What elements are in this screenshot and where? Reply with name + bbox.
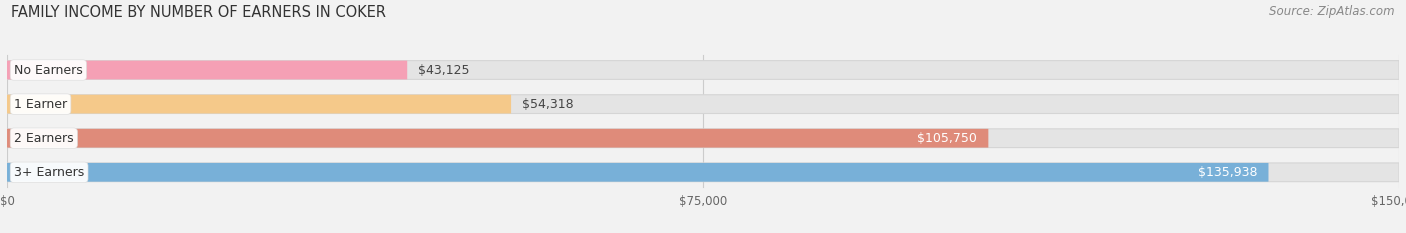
- Text: FAMILY INCOME BY NUMBER OF EARNERS IN COKER: FAMILY INCOME BY NUMBER OF EARNERS IN CO…: [11, 5, 387, 20]
- Text: $43,125: $43,125: [419, 64, 470, 76]
- Text: 3+ Earners: 3+ Earners: [14, 166, 84, 179]
- FancyBboxPatch shape: [7, 61, 408, 79]
- Text: No Earners: No Earners: [14, 64, 83, 76]
- FancyBboxPatch shape: [7, 129, 1399, 147]
- FancyBboxPatch shape: [7, 95, 510, 113]
- Text: 2 Earners: 2 Earners: [14, 132, 73, 145]
- Text: Source: ZipAtlas.com: Source: ZipAtlas.com: [1270, 5, 1395, 18]
- Text: $135,938: $135,938: [1198, 166, 1257, 179]
- FancyBboxPatch shape: [7, 129, 988, 147]
- Text: $54,318: $54,318: [522, 98, 574, 111]
- FancyBboxPatch shape: [7, 61, 1399, 79]
- FancyBboxPatch shape: [7, 163, 1399, 182]
- Text: $105,750: $105,750: [917, 132, 977, 145]
- FancyBboxPatch shape: [7, 163, 1268, 182]
- Text: 1 Earner: 1 Earner: [14, 98, 67, 111]
- FancyBboxPatch shape: [7, 95, 1399, 113]
